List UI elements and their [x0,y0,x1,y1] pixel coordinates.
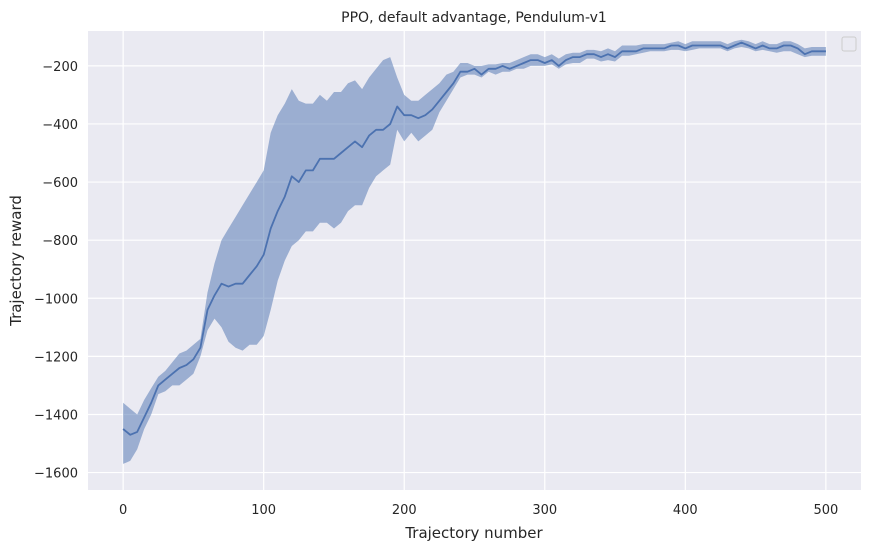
mean-reward-line [122,41,826,436]
confidence-band-layer [123,39,826,464]
x-tick-label: 200 [392,503,417,518]
y-tick-label: −400 [42,118,78,133]
legend-box [841,36,857,52]
y-tick-label: −1000 [34,292,78,307]
y-tick-label: −200 [42,60,78,75]
chart-title: PPO, default advantage, Pendulum-v1 [341,10,607,26]
y-tick-label: −1200 [34,350,78,365]
x-axis-label: Trajectory number [404,524,543,542]
x-tick-label: 500 [813,503,838,518]
x-tick-label: 0 [119,503,127,518]
y-tick-label: −1400 [34,408,78,423]
x-tick-label: 100 [251,503,276,518]
y-tick-label: −1600 [34,467,78,482]
plot-area [88,31,861,490]
mean-line-layer [122,41,826,436]
x-tick-label: 400 [673,503,698,518]
y-axis-label: Trajectory reward [7,195,25,327]
y-tick-label: −800 [42,234,78,249]
grid [88,31,861,490]
y-tick-label: −600 [42,176,78,191]
y-axis-ticks: −1600 −1400 −1200 −1000 −800 −600 −400 −200 [34,60,78,482]
x-tick-label: 300 [532,503,557,518]
confidence-band [123,39,826,464]
x-axis-ticks: 0 100 200 300 400 500 [119,503,838,518]
